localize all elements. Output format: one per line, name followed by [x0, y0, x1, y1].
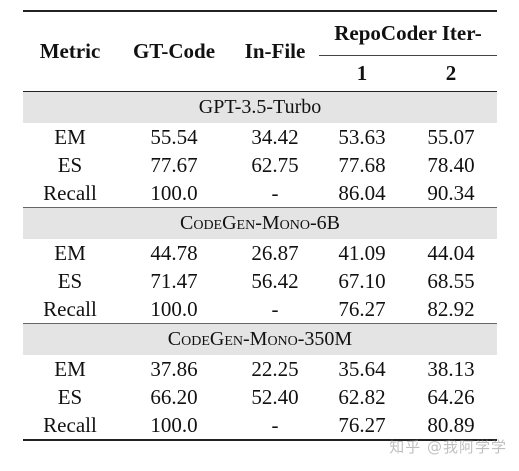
cell-in-file: 52.40 — [251, 384, 299, 409]
cell-in-file: - — [231, 294, 319, 324]
cell-iter-1: 86.04 — [319, 178, 405, 208]
cell-metric: Recall — [23, 294, 117, 324]
cell-gt-code: 37.86 — [150, 356, 198, 381]
cell-iter-1: 76.27 — [319, 294, 405, 324]
cell-iter-1: 41.09 — [338, 240, 386, 265]
cell-gt-code: 71.47 — [150, 268, 198, 293]
cell-metric: Recall — [23, 410, 117, 441]
cell-gt-code: 100.0 — [117, 178, 231, 208]
header-in-file: In-File — [231, 10, 319, 92]
header-gt-code: GT-Code — [117, 10, 231, 92]
cell-in-file: 56.42 — [251, 268, 299, 293]
cell-iter-2: 78.40 — [427, 152, 475, 177]
cell-gt-code: 44.78 — [150, 240, 198, 265]
cell-in-file: 62.75 — [251, 152, 299, 177]
cell-in-file: 22.25 — [251, 356, 299, 381]
cell-iter-1: 62.82 — [338, 384, 386, 409]
cell-metric: EM — [54, 356, 86, 381]
cell-iter-2: 68.55 — [427, 268, 475, 293]
cell-gt-code: 100.0 — [117, 294, 231, 324]
cell-iter-1: 77.68 — [338, 152, 386, 177]
cell-gt-code: 55.54 — [150, 124, 198, 149]
watermark: 知乎 @我阿学学 — [389, 438, 507, 456]
cell-iter-1: 53.63 — [338, 124, 386, 149]
cell-in-file: 34.42 — [251, 124, 299, 149]
cell-in-file: - — [231, 178, 319, 208]
cell-gt-code: 66.20 — [150, 384, 198, 409]
table-row: Recall 100.0 - 76.27 80.89 — [23, 410, 498, 441]
header-row: Metric GT-Code In-File RepoCoder Iter- — [23, 10, 498, 92]
cell-metric: ES — [57, 268, 83, 293]
cell-iter-2: 38.13 — [427, 356, 475, 381]
table-row: ES 66.20 52.40 62.82 64.26 — [23, 383, 497, 411]
table-row: EM 37.86 22.25 35.64 38.13 — [23, 355, 497, 383]
header-iter-1: 1 — [319, 55, 405, 92]
cell-in-file: - — [231, 410, 319, 441]
section-title: CodeGen-Mono-6B — [23, 206, 498, 239]
cell-metric: ES — [57, 152, 83, 177]
cell-metric: Recall — [23, 178, 117, 208]
header-repocoder: RepoCoder Iter- — [319, 10, 498, 56]
section-header: CodeGen-Mono-6B — [23, 206, 498, 239]
section-header: GPT-3.5-Turbo — [23, 91, 498, 123]
cell-iter-2: 82.92 — [405, 294, 498, 324]
cell-in-file: 26.87 — [251, 240, 299, 265]
section-title: CodeGen-Mono-350M — [23, 322, 498, 355]
cell-metric: ES — [57, 384, 83, 409]
section-title: GPT-3.5-Turbo — [23, 91, 498, 123]
header-metric: Metric — [23, 10, 117, 92]
table-row: Recall 100.0 - 86.04 90.34 — [23, 178, 498, 208]
table-row: ES 71.47 56.42 67.10 68.55 — [23, 267, 497, 295]
header-iter-2: 2 — [405, 55, 498, 92]
table-row: EM 44.78 26.87 41.09 44.04 — [23, 239, 497, 267]
cell-iter-2: 44.04 — [427, 240, 475, 265]
cell-metric: EM — [54, 240, 86, 265]
cell-gt-code: 100.0 — [117, 410, 231, 441]
results-table: Metric GT-Code In-File RepoCoder Iter- 1… — [23, 10, 498, 441]
cell-iter-2: 80.89 — [405, 410, 498, 441]
cell-iter-2: 90.34 — [405, 178, 498, 208]
cell-iter-2: 64.26 — [427, 384, 475, 409]
cell-iter-1: 35.64 — [338, 356, 386, 381]
section-header: CodeGen-Mono-350M — [23, 322, 498, 355]
cell-gt-code: 77.67 — [150, 152, 198, 177]
table-row: ES 77.67 62.75 77.68 78.40 — [23, 151, 497, 179]
table-row: Recall 100.0 - 76.27 82.92 — [23, 294, 498, 324]
header-subrow: 1 2 — [23, 55, 498, 92]
cell-iter-1: 76.27 — [319, 410, 405, 441]
cell-iter-2: 55.07 — [427, 124, 475, 149]
cell-metric: EM — [54, 124, 86, 149]
cell-iter-1: 67.10 — [338, 268, 386, 293]
table-row: EM 55.54 34.42 53.63 55.07 — [23, 123, 497, 151]
